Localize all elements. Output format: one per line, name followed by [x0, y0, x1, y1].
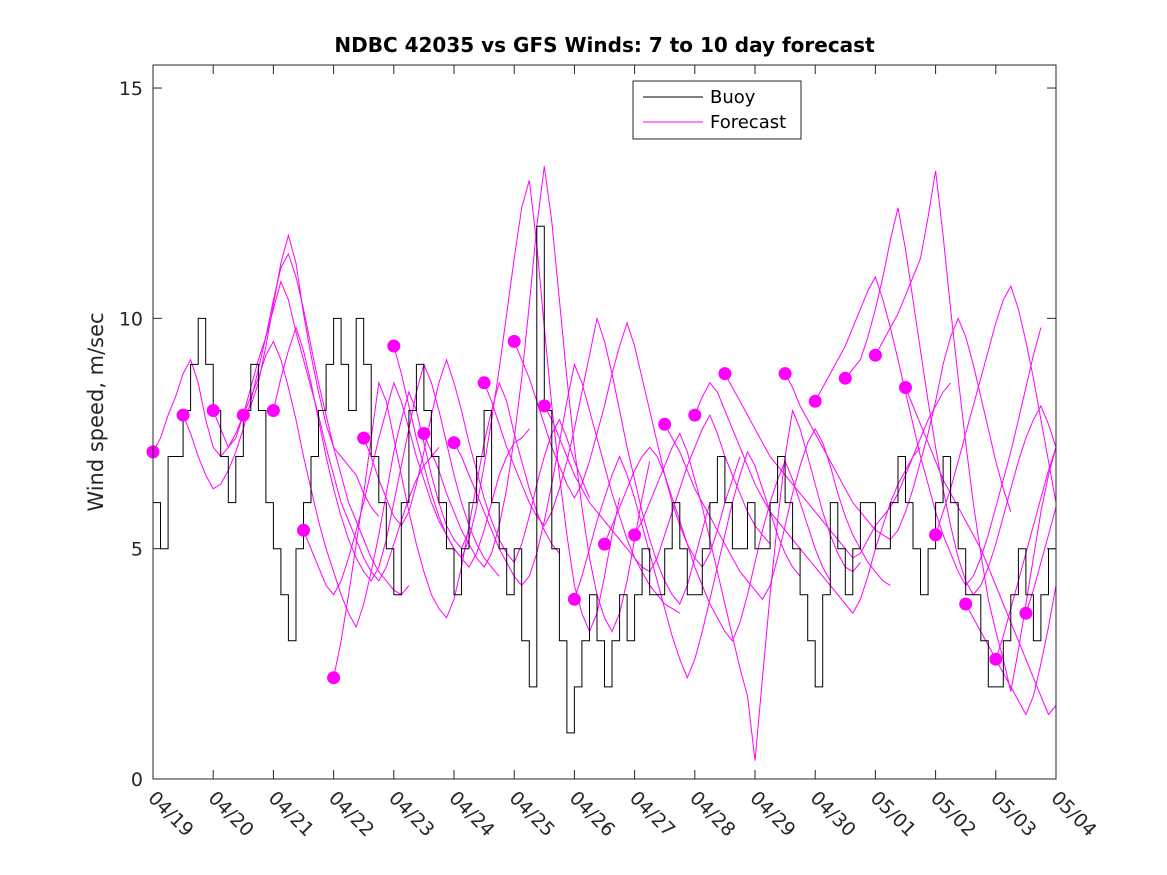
legend: Buoy Forecast	[632, 80, 802, 140]
forecast-marker	[1019, 606, 1033, 620]
forecast-markers	[146, 334, 1033, 685]
forecast-marker	[477, 376, 491, 390]
forecast-marker	[959, 597, 973, 611]
y-tick-label: 15	[119, 78, 143, 100]
forecast-run-line	[814, 275, 1042, 587]
forecast-marker	[176, 408, 190, 422]
forecast-marker	[236, 408, 250, 422]
forecast-run-line	[1025, 505, 1056, 614]
forecast-marker	[357, 431, 371, 445]
forecast-marker	[929, 528, 943, 542]
forecast-marker	[266, 404, 280, 417]
legend-label: Buoy	[710, 87, 756, 108]
buoy-line	[153, 225, 1056, 734]
forecast-marker	[658, 417, 672, 431]
forecast-marker	[628, 528, 642, 542]
y-tick-labels: 0 5 10 15	[119, 78, 143, 791]
forecast-run-line	[182, 252, 410, 596]
axis-ticks	[152, 65, 1057, 780]
forecast-run-line	[393, 180, 621, 633]
forecast-marker	[838, 371, 852, 385]
forecast-marker	[206, 404, 220, 417]
forecast-run-line	[242, 340, 470, 629]
forecast-run-line	[784, 317, 1012, 541]
forecast-marker	[718, 367, 732, 381]
forecast-marker	[537, 399, 551, 413]
forecast-marker	[567, 592, 581, 606]
forecast-run-line	[483, 316, 711, 605]
buoy-series-line	[153, 225, 1056, 734]
forecast-marker	[507, 334, 521, 348]
forecast-run-line	[935, 284, 1056, 536]
forecast-marker	[688, 408, 702, 422]
forecast-run-line	[664, 424, 891, 601]
chart-title: NDBC 42035 vs GFS Winds: 7 to 10 day for…	[334, 33, 875, 57]
forecast-marker	[598, 537, 611, 551]
y-tick-label: 10	[119, 308, 143, 330]
y-tick-label: 5	[131, 539, 143, 561]
forecast-marker	[778, 367, 792, 381]
forecast-run-line	[995, 445, 1056, 660]
forecast-marker	[899, 381, 912, 394]
forecast-run-line	[694, 381, 921, 615]
forecast-marker	[327, 671, 341, 685]
forecast-run-line	[874, 170, 1056, 692]
forecast-marker	[417, 427, 431, 440]
axes-box	[152, 64, 1057, 780]
y-axis-label: Wind speed, m/sec	[84, 312, 108, 511]
forecast-run-line	[844, 207, 1056, 596]
forecast-run-line	[604, 446, 831, 642]
forecast-marker	[868, 348, 882, 362]
forecast-run-line	[634, 408, 861, 761]
forecast-marker	[808, 394, 822, 408]
forecast-run-line	[153, 233, 380, 517]
forecast-marker	[989, 652, 1003, 666]
forecast-run-line	[543, 405, 771, 573]
forecast-marker	[387, 339, 401, 353]
legend-box	[632, 80, 802, 140]
y-tick-label: 0	[131, 769, 143, 791]
forecast-marker	[447, 436, 461, 450]
forecast-run-line	[573, 450, 801, 680]
forecast-marker	[297, 523, 310, 537]
legend-label: Forecast	[710, 112, 786, 133]
